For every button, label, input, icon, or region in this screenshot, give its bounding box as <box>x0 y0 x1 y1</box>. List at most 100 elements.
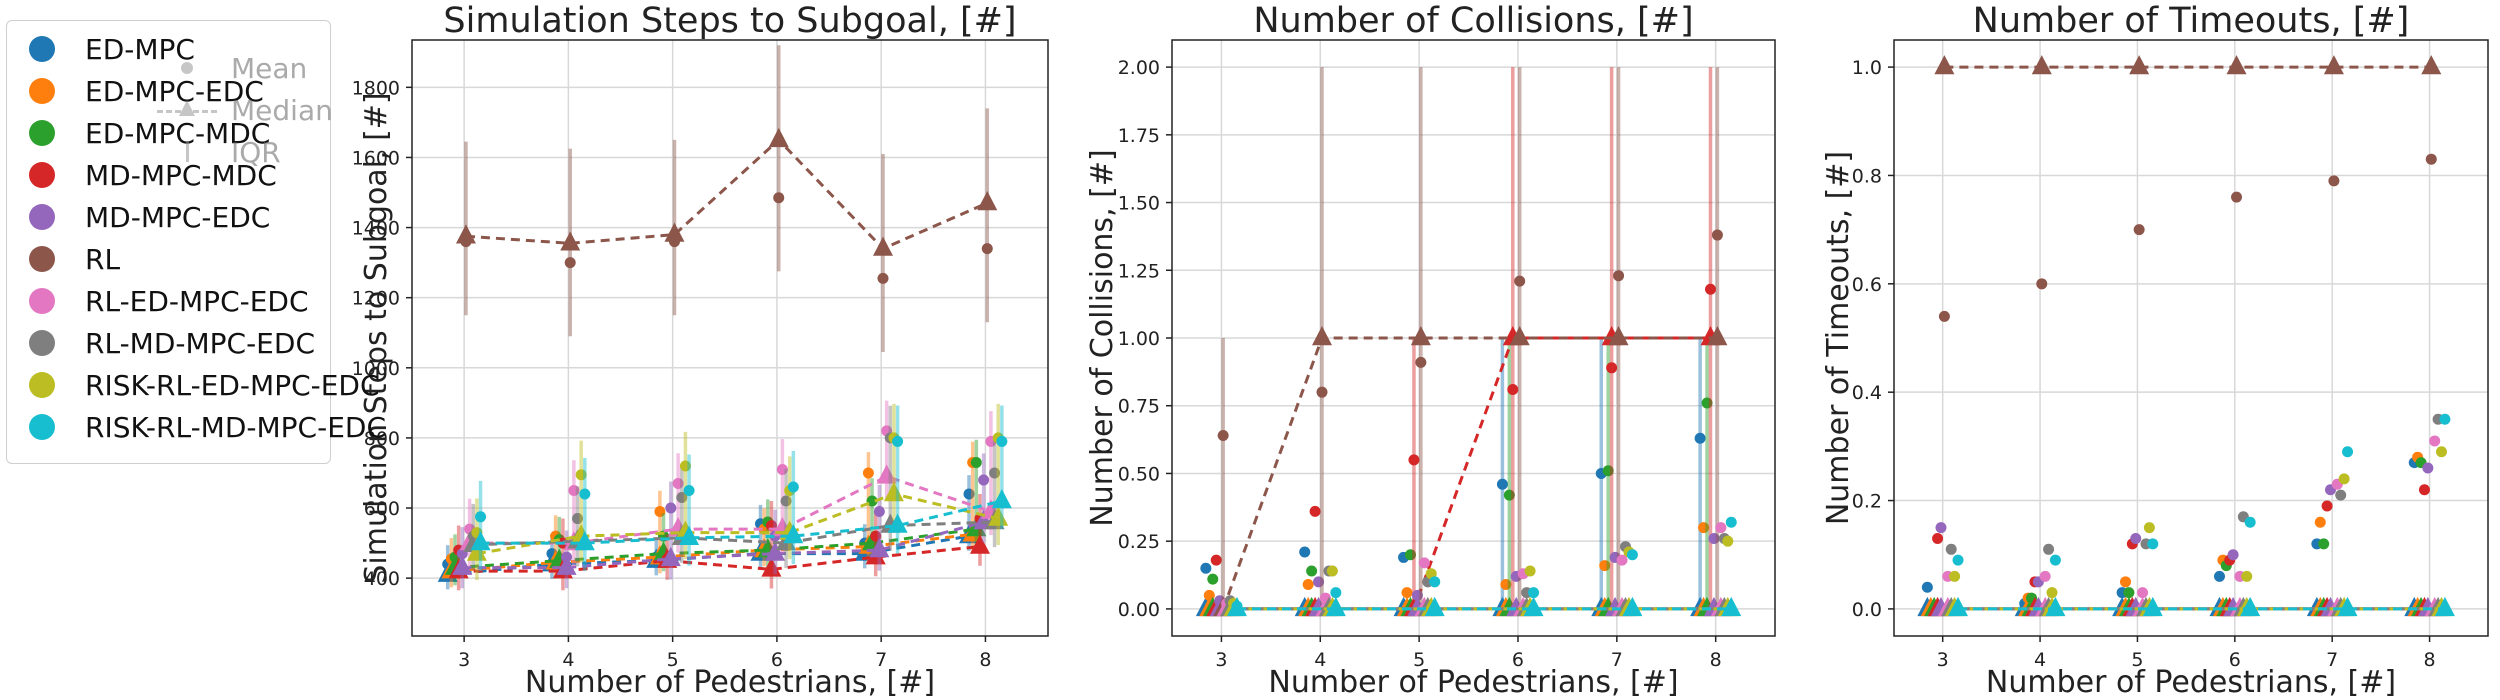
mean-point <box>2213 570 2225 582</box>
mean-point <box>1602 465 1614 477</box>
mean-point <box>2133 224 2145 236</box>
mean-point <box>1411 589 1423 601</box>
mean-point <box>2328 175 2340 187</box>
mean-point <box>2429 435 2441 447</box>
median-marker <box>452 555 473 575</box>
legend-label: RL-ED-MPC-EDC <box>85 284 309 318</box>
median-line <box>451 532 973 573</box>
mean-point <box>1722 535 1734 547</box>
mean-point <box>877 272 889 284</box>
median-marker <box>2226 55 2247 75</box>
median-marker <box>660 546 681 567</box>
y-tick-label: 0.2 <box>1852 491 1882 513</box>
median-line <box>1221 336 1718 610</box>
series-risk-rl-md-mpc-edc <box>1948 413 2455 617</box>
median-marker <box>883 482 904 502</box>
y-tick-label: 0.75 <box>1118 396 1160 418</box>
median-marker <box>1325 596 1346 617</box>
mean-point <box>575 469 587 481</box>
median-marker <box>2031 55 2052 75</box>
median-marker <box>1721 596 1742 617</box>
legend-stat-label: Median <box>231 93 333 127</box>
series-risk-rl-md-mpc-edc <box>1226 516 1742 617</box>
mean-point <box>981 243 993 255</box>
mean-point <box>2422 462 2434 474</box>
mean-point <box>1938 310 1950 322</box>
series-rl-md-mpc-edc <box>1941 413 2449 617</box>
x-tick-label: 5 <box>2131 649 2143 671</box>
plot-frame <box>411 39 1049 637</box>
x-tick-label: 7 <box>1611 649 1623 671</box>
y-tick-label: 1.25 <box>1118 260 1160 282</box>
mean-point <box>1507 383 1519 395</box>
mean-point <box>1921 581 1933 593</box>
median-line <box>462 520 984 570</box>
mean-point <box>1528 587 1540 599</box>
mean-point <box>970 456 982 468</box>
mean-point <box>679 460 691 472</box>
median-marker <box>988 506 1009 526</box>
mean-point <box>2123 587 2135 599</box>
mean-point <box>1217 430 1229 442</box>
mean-point <box>1500 579 1512 591</box>
y-tick-label: 1.50 <box>1118 193 1160 215</box>
mean-point <box>1306 565 1318 577</box>
legend-marker-icon <box>29 78 55 104</box>
y-tick-label: 0.8 <box>1852 165 1882 187</box>
mean-point <box>1606 362 1618 374</box>
median-marker-icon <box>157 100 217 120</box>
x-tick-label: 6 <box>1512 649 1524 671</box>
median-marker <box>991 489 1012 509</box>
legend: ED-MPC ED-MPC-EDC ED-MPC-MDC MD-MPC-MDC MD-M… <box>6 20 386 464</box>
x-tick-label: 4 <box>2034 649 2046 671</box>
median-marker <box>869 538 890 558</box>
series-rl-md-mpc-edc <box>1220 532 1735 617</box>
y-tick-label: 0.50 <box>1118 463 1160 485</box>
mean-point <box>1935 522 1947 534</box>
median-marker <box>1934 55 1955 75</box>
mean-point <box>2143 522 2155 534</box>
x-tick-label: 5 <box>667 649 679 671</box>
legend-stat-entry: Mean <box>157 49 307 87</box>
series-md-mpc-mdc <box>1927 484 2435 617</box>
mean-point <box>2130 532 2142 544</box>
mean-point <box>668 236 680 248</box>
mean-point <box>1330 587 1342 599</box>
median-marker <box>455 224 476 244</box>
y-tick-label: 1.75 <box>1118 125 1160 147</box>
mean-point <box>1408 454 1420 466</box>
mean-point <box>978 474 990 486</box>
mean-point <box>870 530 882 542</box>
mean-point <box>1316 386 1328 398</box>
mean-point <box>2425 153 2437 165</box>
median-marker <box>2337 596 2358 617</box>
legend-marker-icon <box>29 330 55 356</box>
legend-marker-icon <box>29 162 55 188</box>
series-rl <box>1934 55 2442 322</box>
x-axis-label: Number of Pedestrians, [#] <box>1268 665 1678 700</box>
mean-point <box>654 506 666 518</box>
series-ed-mpc-mdc <box>1202 338 1718 617</box>
legend-label: ED-MPC-EDC <box>85 74 264 108</box>
median-line <box>473 520 995 547</box>
median-marker <box>1312 326 1333 346</box>
mean-point <box>1200 562 1212 574</box>
x-tick-label: 4 <box>1314 649 1326 671</box>
legend-entry: ED-MPC-EDC <box>29 71 264 111</box>
mean-point <box>862 467 874 479</box>
median-marker <box>574 531 595 551</box>
y-tick-label: 400 <box>364 568 400 590</box>
mean-point <box>776 463 788 475</box>
mean-point <box>2039 570 2051 582</box>
median-marker <box>466 541 487 561</box>
mean-point <box>561 551 573 563</box>
mean-point <box>460 236 472 248</box>
median-marker <box>1707 326 1728 346</box>
legend-entry: ED-MPC <box>29 29 195 69</box>
series-rl <box>455 45 998 353</box>
legend-marker-icon <box>29 414 55 440</box>
chart-2: 3 4 5 6 7 8 0.00 0.25 0.50 0.75 1.00 1.25 1.50 1.75 2.… <box>1085 1 1776 700</box>
mean-point <box>1231 600 1243 612</box>
series-rl-ed-mpc-edc <box>1937 435 2445 617</box>
